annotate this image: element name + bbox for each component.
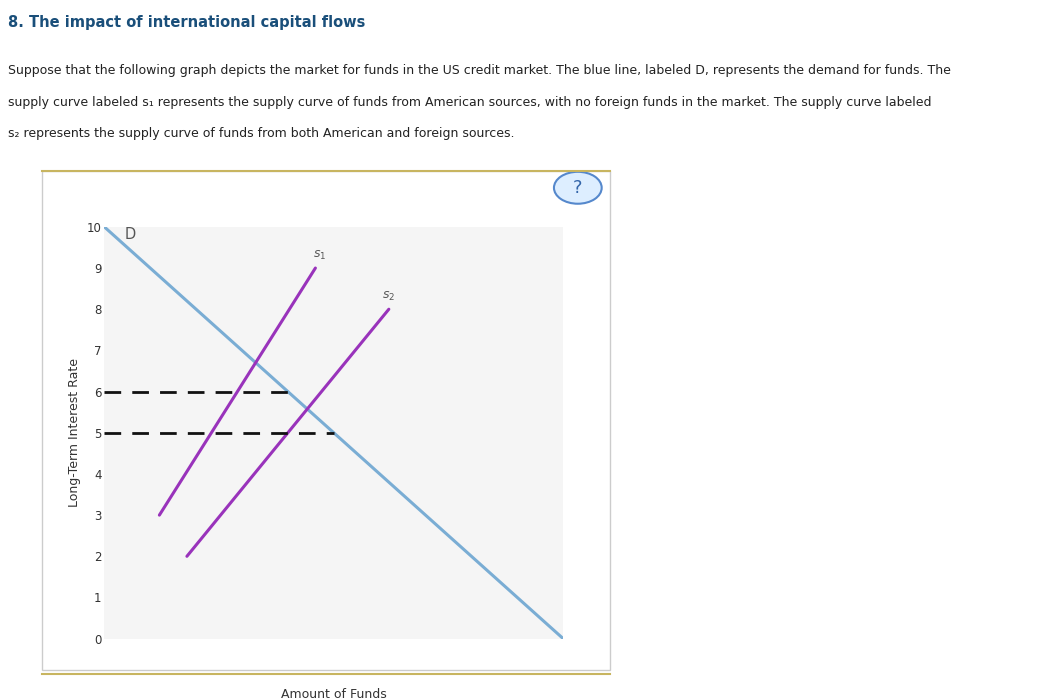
Text: Suppose that the following graph depicts the market for funds in the US credit m: Suppose that the following graph depicts… — [8, 64, 951, 77]
Text: $s_2$: $s_2$ — [382, 290, 395, 303]
Circle shape — [554, 172, 602, 204]
Text: Amount of Funds: Amount of Funds — [281, 688, 387, 698]
Text: $s_1$: $s_1$ — [313, 248, 326, 262]
Text: supply curve labeled s₁ represents the supply curve of funds from American sourc: supply curve labeled s₁ represents the s… — [8, 96, 931, 110]
Text: D: D — [125, 228, 137, 242]
Y-axis label: Long-Term Interest Rate: Long-Term Interest Rate — [68, 358, 81, 507]
Text: s₂ represents the supply curve of funds from both American and foreign sources.: s₂ represents the supply curve of funds … — [8, 127, 515, 140]
Text: ?: ? — [573, 179, 583, 197]
Text: 8. The impact of international capital flows: 8. The impact of international capital f… — [8, 15, 366, 30]
